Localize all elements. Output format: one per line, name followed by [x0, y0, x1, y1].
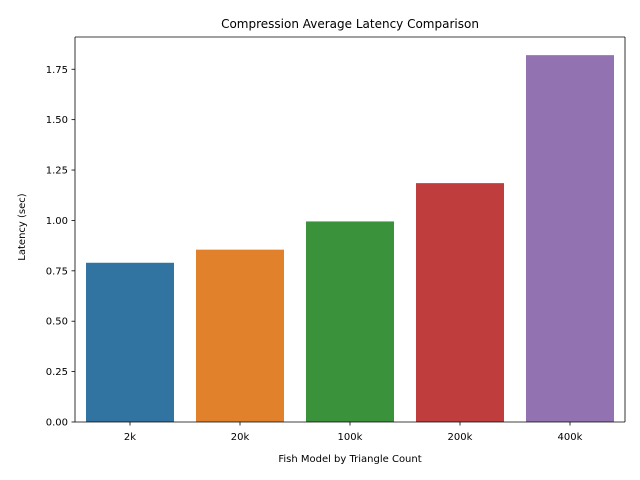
y-tick-label: 0.25	[46, 367, 68, 378]
x-tick-label-20k: 20k	[231, 432, 250, 443]
bar-2k	[86, 262, 174, 422]
y-tick-label: 1.75	[46, 65, 68, 76]
y-axis-label: Latency (sec)	[17, 193, 28, 260]
x-ticks-group: 2k 20k 100k 200k 400k	[124, 422, 583, 443]
bar-200k	[416, 183, 504, 422]
y-tick-label: 0.75	[46, 266, 68, 277]
y-tick-label: 0.50	[46, 317, 68, 328]
y-tick-label: 1.00	[46, 216, 68, 227]
x-tick-label-400k: 400k	[558, 432, 583, 443]
bars-group	[86, 55, 614, 423]
bar-20k	[196, 249, 284, 422]
y-tick-label: 0.00	[46, 418, 68, 429]
y-ticks-group: 0.00 0.25 0.50 0.75 1.00 1.25 1.50 1.75	[46, 65, 75, 429]
y-tick-label: 1.25	[46, 166, 68, 177]
x-tick-label-100k: 100k	[338, 432, 363, 443]
x-axis-label: Fish Model by Triangle Count	[278, 454, 421, 465]
y-tick-label: 1.50	[46, 115, 68, 126]
x-tick-label-2k: 2k	[124, 432, 136, 443]
bar-400k	[526, 55, 614, 423]
bar-100k	[306, 221, 394, 422]
x-tick-label-200k: 200k	[448, 432, 473, 443]
chart-title: Compression Average Latency Comparison	[221, 17, 479, 31]
